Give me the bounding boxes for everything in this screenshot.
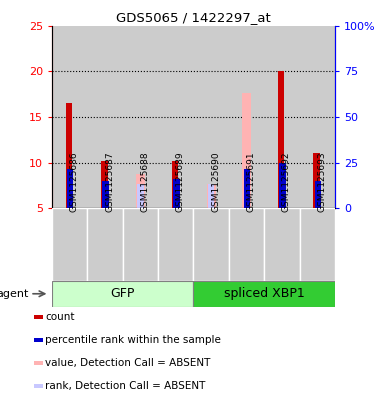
Bar xyxy=(300,208,335,281)
Bar xyxy=(264,208,300,281)
Text: percentile rank within the sample: percentile rank within the sample xyxy=(45,335,221,345)
Text: GSM1125688: GSM1125688 xyxy=(141,151,149,212)
Bar xyxy=(315,181,321,208)
Text: value, Detection Call = ABSENT: value, Detection Call = ABSENT xyxy=(45,358,211,368)
Bar xyxy=(136,174,145,208)
Bar xyxy=(34,315,44,319)
Bar xyxy=(229,26,264,208)
Text: GSM1125689: GSM1125689 xyxy=(176,151,185,212)
Text: agent: agent xyxy=(0,289,28,299)
Text: GSM1125691: GSM1125691 xyxy=(246,151,256,212)
Bar xyxy=(300,26,335,208)
Bar xyxy=(280,163,286,208)
Bar xyxy=(229,208,264,281)
Bar xyxy=(102,181,109,208)
Bar xyxy=(52,208,87,281)
Bar xyxy=(123,208,158,281)
Bar xyxy=(158,26,193,208)
Bar xyxy=(313,153,320,208)
Bar xyxy=(158,208,193,281)
Bar xyxy=(278,71,285,208)
Bar xyxy=(101,161,107,208)
Text: GSM1125686: GSM1125686 xyxy=(70,151,79,212)
Text: rank, Detection Call = ABSENT: rank, Detection Call = ABSENT xyxy=(45,381,206,391)
Text: GSM1125692: GSM1125692 xyxy=(282,151,291,212)
Bar xyxy=(208,184,214,208)
Bar xyxy=(66,103,72,208)
Text: count: count xyxy=(45,312,75,322)
Bar xyxy=(34,384,44,388)
Bar xyxy=(67,169,74,208)
Bar xyxy=(87,208,123,281)
Bar xyxy=(87,26,123,208)
Bar xyxy=(123,26,158,208)
Bar xyxy=(34,361,44,365)
Bar xyxy=(193,281,335,307)
Bar xyxy=(52,281,193,307)
Title: GDS5065 / 1422297_at: GDS5065 / 1422297_at xyxy=(116,11,271,24)
Text: GSM1125687: GSM1125687 xyxy=(105,151,114,212)
Bar xyxy=(52,26,87,208)
Text: GSM1125693: GSM1125693 xyxy=(317,151,326,212)
Bar xyxy=(242,93,251,208)
Bar xyxy=(173,179,179,208)
Text: GSM1125690: GSM1125690 xyxy=(211,151,220,212)
Bar xyxy=(207,184,216,208)
Bar xyxy=(193,26,229,208)
Text: spliced XBP1: spliced XBP1 xyxy=(224,287,305,300)
Bar xyxy=(172,161,178,208)
Bar xyxy=(34,338,44,342)
Bar xyxy=(137,184,144,208)
Text: GFP: GFP xyxy=(110,287,135,300)
Bar xyxy=(193,208,229,281)
Bar xyxy=(264,26,300,208)
Bar xyxy=(244,169,250,208)
